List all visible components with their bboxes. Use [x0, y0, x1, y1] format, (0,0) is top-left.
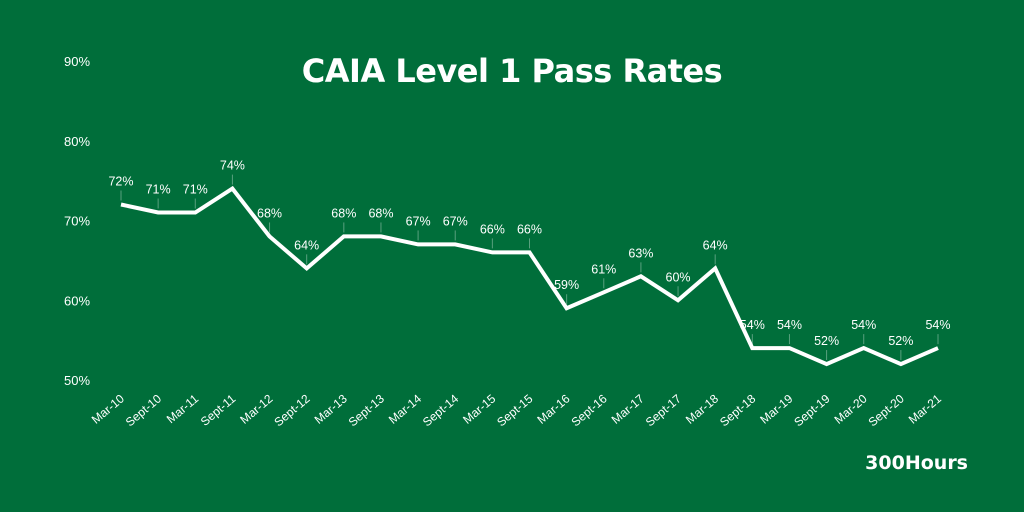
- data-label: 68%: [331, 206, 356, 220]
- data-label: 66%: [480, 222, 505, 236]
- data-label: 61%: [591, 262, 616, 276]
- y-tick-label: 50%: [64, 373, 90, 388]
- x-tick-label: Mar-18: [683, 391, 721, 426]
- x-tick-label: Sept-16: [569, 391, 610, 429]
- data-label: 67%: [406, 214, 431, 228]
- data-label: 74%: [220, 159, 245, 173]
- data-label: 59%: [554, 278, 579, 292]
- data-label: 66%: [517, 222, 542, 236]
- y-tick-label: 90%: [64, 54, 90, 69]
- data-label: 54%: [777, 318, 802, 332]
- x-tick-label: Mar-17: [609, 391, 647, 426]
- data-label: 54%: [851, 318, 876, 332]
- data-label: 54%: [925, 318, 950, 332]
- series-line: [120, 185, 939, 367]
- y-tick-label: 80%: [64, 134, 90, 149]
- x-tick-label: Sept-18: [717, 391, 758, 429]
- chart-title: CAIA Level 1 Pass Rates: [301, 52, 723, 90]
- x-tick-label: Sept-11: [198, 391, 239, 428]
- y-tick-label: 60%: [64, 293, 90, 308]
- x-tick-label: Sept-15: [494, 391, 535, 429]
- x-tick-label: Mar-14: [386, 391, 424, 426]
- data-label: 71%: [183, 183, 208, 197]
- x-tick-label: Sept-13: [346, 391, 387, 429]
- x-tick-label: Mar-21: [906, 391, 944, 426]
- x-tick-label: Mar-15: [460, 391, 498, 426]
- x-tick-label: Sept-20: [866, 391, 907, 429]
- x-tick-label: Sept-17: [643, 391, 684, 429]
- data-label: 60%: [666, 270, 691, 284]
- x-tick-label: Sept-19: [791, 391, 832, 429]
- data-label: 72%: [108, 175, 133, 189]
- data-label: 52%: [814, 334, 839, 348]
- data-label: 68%: [257, 206, 282, 220]
- x-tick-label: Mar-13: [312, 391, 350, 426]
- x-tick-label: Sept-10: [123, 391, 164, 429]
- data-label: 71%: [146, 183, 171, 197]
- y-tick-label: 70%: [64, 214, 90, 229]
- x-tick-label: Mar-12: [237, 391, 275, 426]
- x-tick-label: Mar-10: [89, 391, 127, 426]
- data-label: 54%: [740, 318, 765, 332]
- data-label: 64%: [703, 238, 728, 252]
- brand-logo-text: 300Hours: [865, 452, 968, 474]
- data-label: 68%: [368, 206, 393, 220]
- data-label: 63%: [628, 246, 653, 260]
- data-label: 64%: [294, 238, 319, 252]
- x-tick-label: Mar-11: [164, 391, 202, 426]
- x-tick-label: Sept-12: [271, 391, 312, 429]
- data-label: 67%: [443, 214, 468, 228]
- x-tick-label: Mar-20: [832, 391, 870, 426]
- data-label: 52%: [888, 334, 913, 348]
- x-tick-label: Mar-19: [757, 391, 795, 426]
- x-tick-label: Mar-16: [534, 391, 572, 426]
- x-tick-label: Sept-14: [420, 391, 461, 429]
